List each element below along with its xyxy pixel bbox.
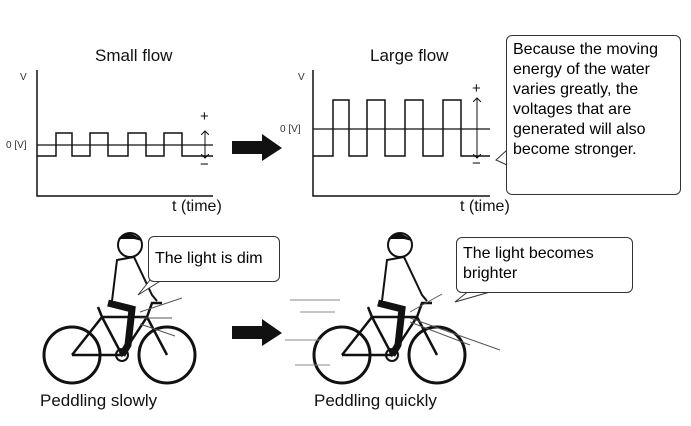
small-flow-chart <box>36 70 213 197</box>
small-flow-title: Small flow <box>95 46 173 65</box>
right-arrow-icon <box>232 319 282 346</box>
slow-speech-bubble: The light is dim <box>148 236 280 282</box>
plus-sign: + <box>200 108 209 125</box>
y-axis-label: V <box>298 72 305 83</box>
slow-caption: Peddling slowly <box>40 391 158 410</box>
fast-speech-bubble: The light becomes brighter <box>456 237 633 293</box>
x-axis-label: t (time) <box>172 198 222 215</box>
fast-caption: Peddling quickly <box>314 391 437 410</box>
large-flow-title: Large flow <box>370 46 449 65</box>
minus-sign: − <box>472 155 481 172</box>
right-arrow-icon <box>232 134 282 161</box>
explanation-bubble: Because the moving energy of the water v… <box>506 35 681 195</box>
large-flow-chart <box>312 70 490 197</box>
zero-label: 0 [V] <box>280 124 301 135</box>
zero-label: 0 [V] <box>6 140 27 151</box>
bicycle-rider-icon <box>314 233 465 383</box>
plus-sign: + <box>472 80 481 97</box>
x-axis-label: t (time) <box>460 198 510 215</box>
minus-sign: − <box>200 156 209 173</box>
y-axis-label: V <box>20 72 27 83</box>
